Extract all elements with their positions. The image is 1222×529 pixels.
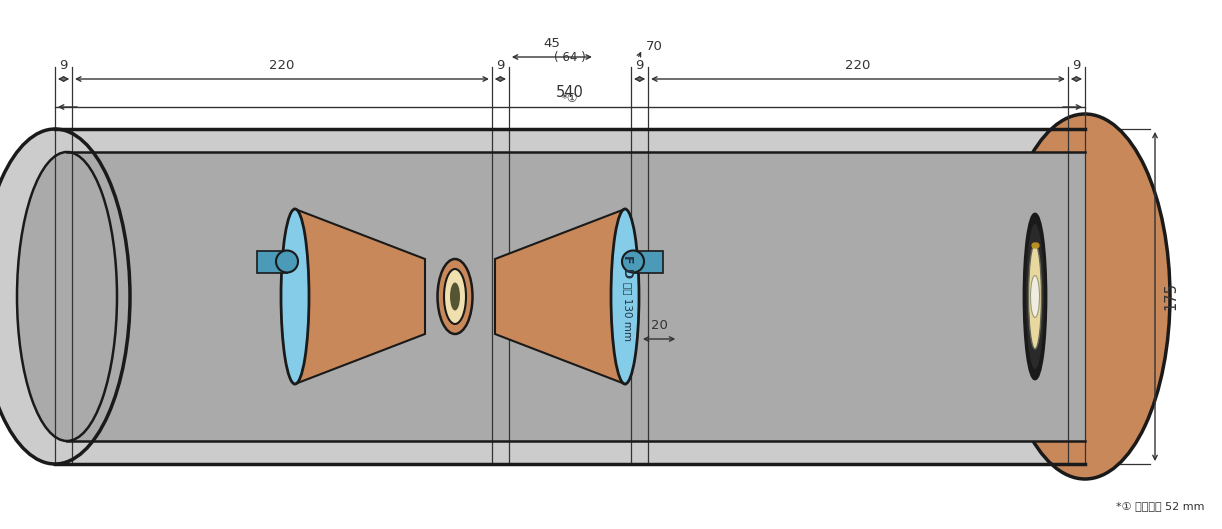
Text: 20: 20	[650, 319, 667, 332]
Text: F D: F D	[622, 255, 634, 278]
Polygon shape	[295, 209, 425, 384]
Text: 70: 70	[645, 41, 662, 53]
Ellipse shape	[17, 152, 117, 441]
Text: 9: 9	[60, 59, 67, 72]
Text: 220: 220	[269, 59, 295, 72]
Ellipse shape	[1024, 214, 1046, 379]
Text: *①: *①	[562, 93, 578, 105]
Ellipse shape	[1000, 114, 1169, 479]
Ellipse shape	[1029, 244, 1041, 349]
Polygon shape	[257, 251, 287, 272]
Polygon shape	[55, 129, 1085, 464]
Ellipse shape	[1030, 276, 1040, 317]
Ellipse shape	[0, 129, 130, 464]
Text: 175: 175	[1163, 282, 1178, 311]
Polygon shape	[67, 152, 1085, 441]
Text: 9: 9	[496, 59, 505, 72]
Text: 9: 9	[635, 59, 644, 72]
Ellipse shape	[1026, 224, 1044, 369]
Text: 42: 42	[320, 270, 336, 283]
Ellipse shape	[437, 259, 473, 334]
Text: 9: 9	[1072, 59, 1080, 72]
Ellipse shape	[444, 269, 466, 324]
Text: ( 64 ): ( 64 )	[554, 51, 585, 64]
Ellipse shape	[611, 209, 639, 384]
Text: 45: 45	[544, 37, 561, 50]
Text: 直径 130 mm: 直径 130 mm	[623, 282, 633, 341]
Text: *① 外径寸法 52 mm: *① 外径寸法 52 mm	[1117, 501, 1205, 511]
Polygon shape	[633, 251, 664, 272]
Ellipse shape	[281, 209, 309, 384]
Ellipse shape	[276, 251, 298, 272]
Text: 540: 540	[556, 85, 584, 100]
Ellipse shape	[450, 282, 459, 311]
Polygon shape	[495, 209, 624, 384]
Ellipse shape	[622, 251, 644, 272]
Text: 220: 220	[846, 59, 871, 72]
